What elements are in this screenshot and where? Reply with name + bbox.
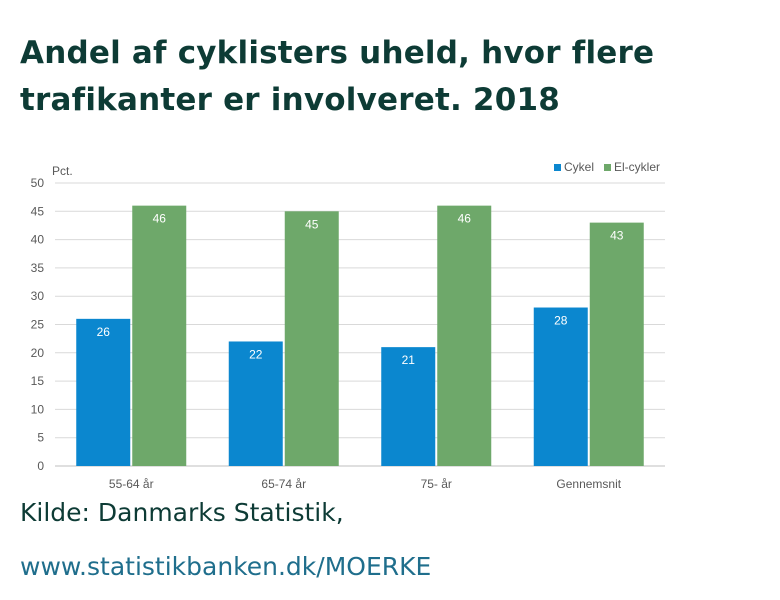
bar-chart: 0 5 10 15 20 25 30 35 40 45 50 Pct. 26 46 22 45 21 46 28… bbox=[31, 160, 665, 491]
bar-value-label: 45 bbox=[305, 217, 319, 231]
legend: Cykel El-cykler bbox=[554, 160, 660, 174]
bar-value-label: 22 bbox=[249, 347, 263, 361]
source-label: Kilde: Danmarks Statistik, bbox=[20, 498, 344, 527]
bar-cykel bbox=[381, 347, 436, 466]
y-tick-label: 15 bbox=[31, 374, 45, 388]
y-tick-label: 25 bbox=[31, 318, 45, 332]
legend-swatch bbox=[554, 164, 561, 171]
y-tick-label: 40 bbox=[31, 233, 45, 247]
y-tick-label: 30 bbox=[31, 289, 45, 303]
bar-value-label: 46 bbox=[458, 212, 472, 226]
y-tick-label: 0 bbox=[37, 459, 44, 473]
x-tick-label: 65-74 år bbox=[261, 477, 306, 491]
x-tick-label: Gennemsnit bbox=[556, 477, 621, 491]
bar-cykel bbox=[228, 341, 283, 466]
legend-label: El-cykler bbox=[614, 160, 660, 174]
y-tick-label: 20 bbox=[31, 346, 45, 360]
chart-title-line-1: Andel af cyklisters uheld, hvor flere bbox=[20, 35, 655, 71]
y-tick-label: 50 bbox=[31, 176, 45, 190]
y-axis-ticks: 0 5 10 15 20 25 30 35 40 45 50 bbox=[31, 176, 45, 473]
bar-el-cykler bbox=[132, 205, 187, 466]
chart-title: Andel af cyklisters uheld, hvor flere tr… bbox=[20, 30, 760, 124]
bar-el-cykler bbox=[284, 211, 339, 466]
bar-value-label: 46 bbox=[153, 212, 167, 226]
legend-swatch bbox=[604, 164, 611, 171]
y-tick-label: 5 bbox=[37, 431, 44, 445]
x-tick-label: 75- år bbox=[421, 477, 452, 491]
y-tick-label: 10 bbox=[31, 402, 45, 416]
x-axis-ticks: 55-64 år 65-74 år 75- år Gennemsnit bbox=[109, 477, 622, 491]
bar-value-label: 43 bbox=[610, 229, 624, 243]
bar-el-cykler bbox=[437, 205, 492, 466]
legend-label: Cykel bbox=[564, 160, 594, 174]
bar-cykel bbox=[76, 318, 131, 466]
bar-value-label: 28 bbox=[554, 314, 568, 328]
y-tick-label: 45 bbox=[31, 204, 45, 218]
chart-title-line-2: trafikanter er involveret. 2018 bbox=[20, 82, 561, 118]
y-axis-label: Pct. bbox=[52, 164, 73, 178]
x-tick-label: 55-64 år bbox=[109, 477, 154, 491]
y-tick-label: 35 bbox=[31, 261, 45, 275]
bar-value-label: 26 bbox=[97, 325, 111, 339]
bar-value-labels: 26 46 22 45 21 46 28 43 bbox=[97, 212, 624, 368]
bar-cykel bbox=[533, 307, 588, 466]
source-url[interactable]: www.statistikbanken.dk/MOERKE bbox=[20, 552, 432, 581]
bar-value-label: 21 bbox=[402, 353, 416, 367]
bar-el-cykler bbox=[589, 222, 644, 466]
bars bbox=[76, 205, 644, 466]
